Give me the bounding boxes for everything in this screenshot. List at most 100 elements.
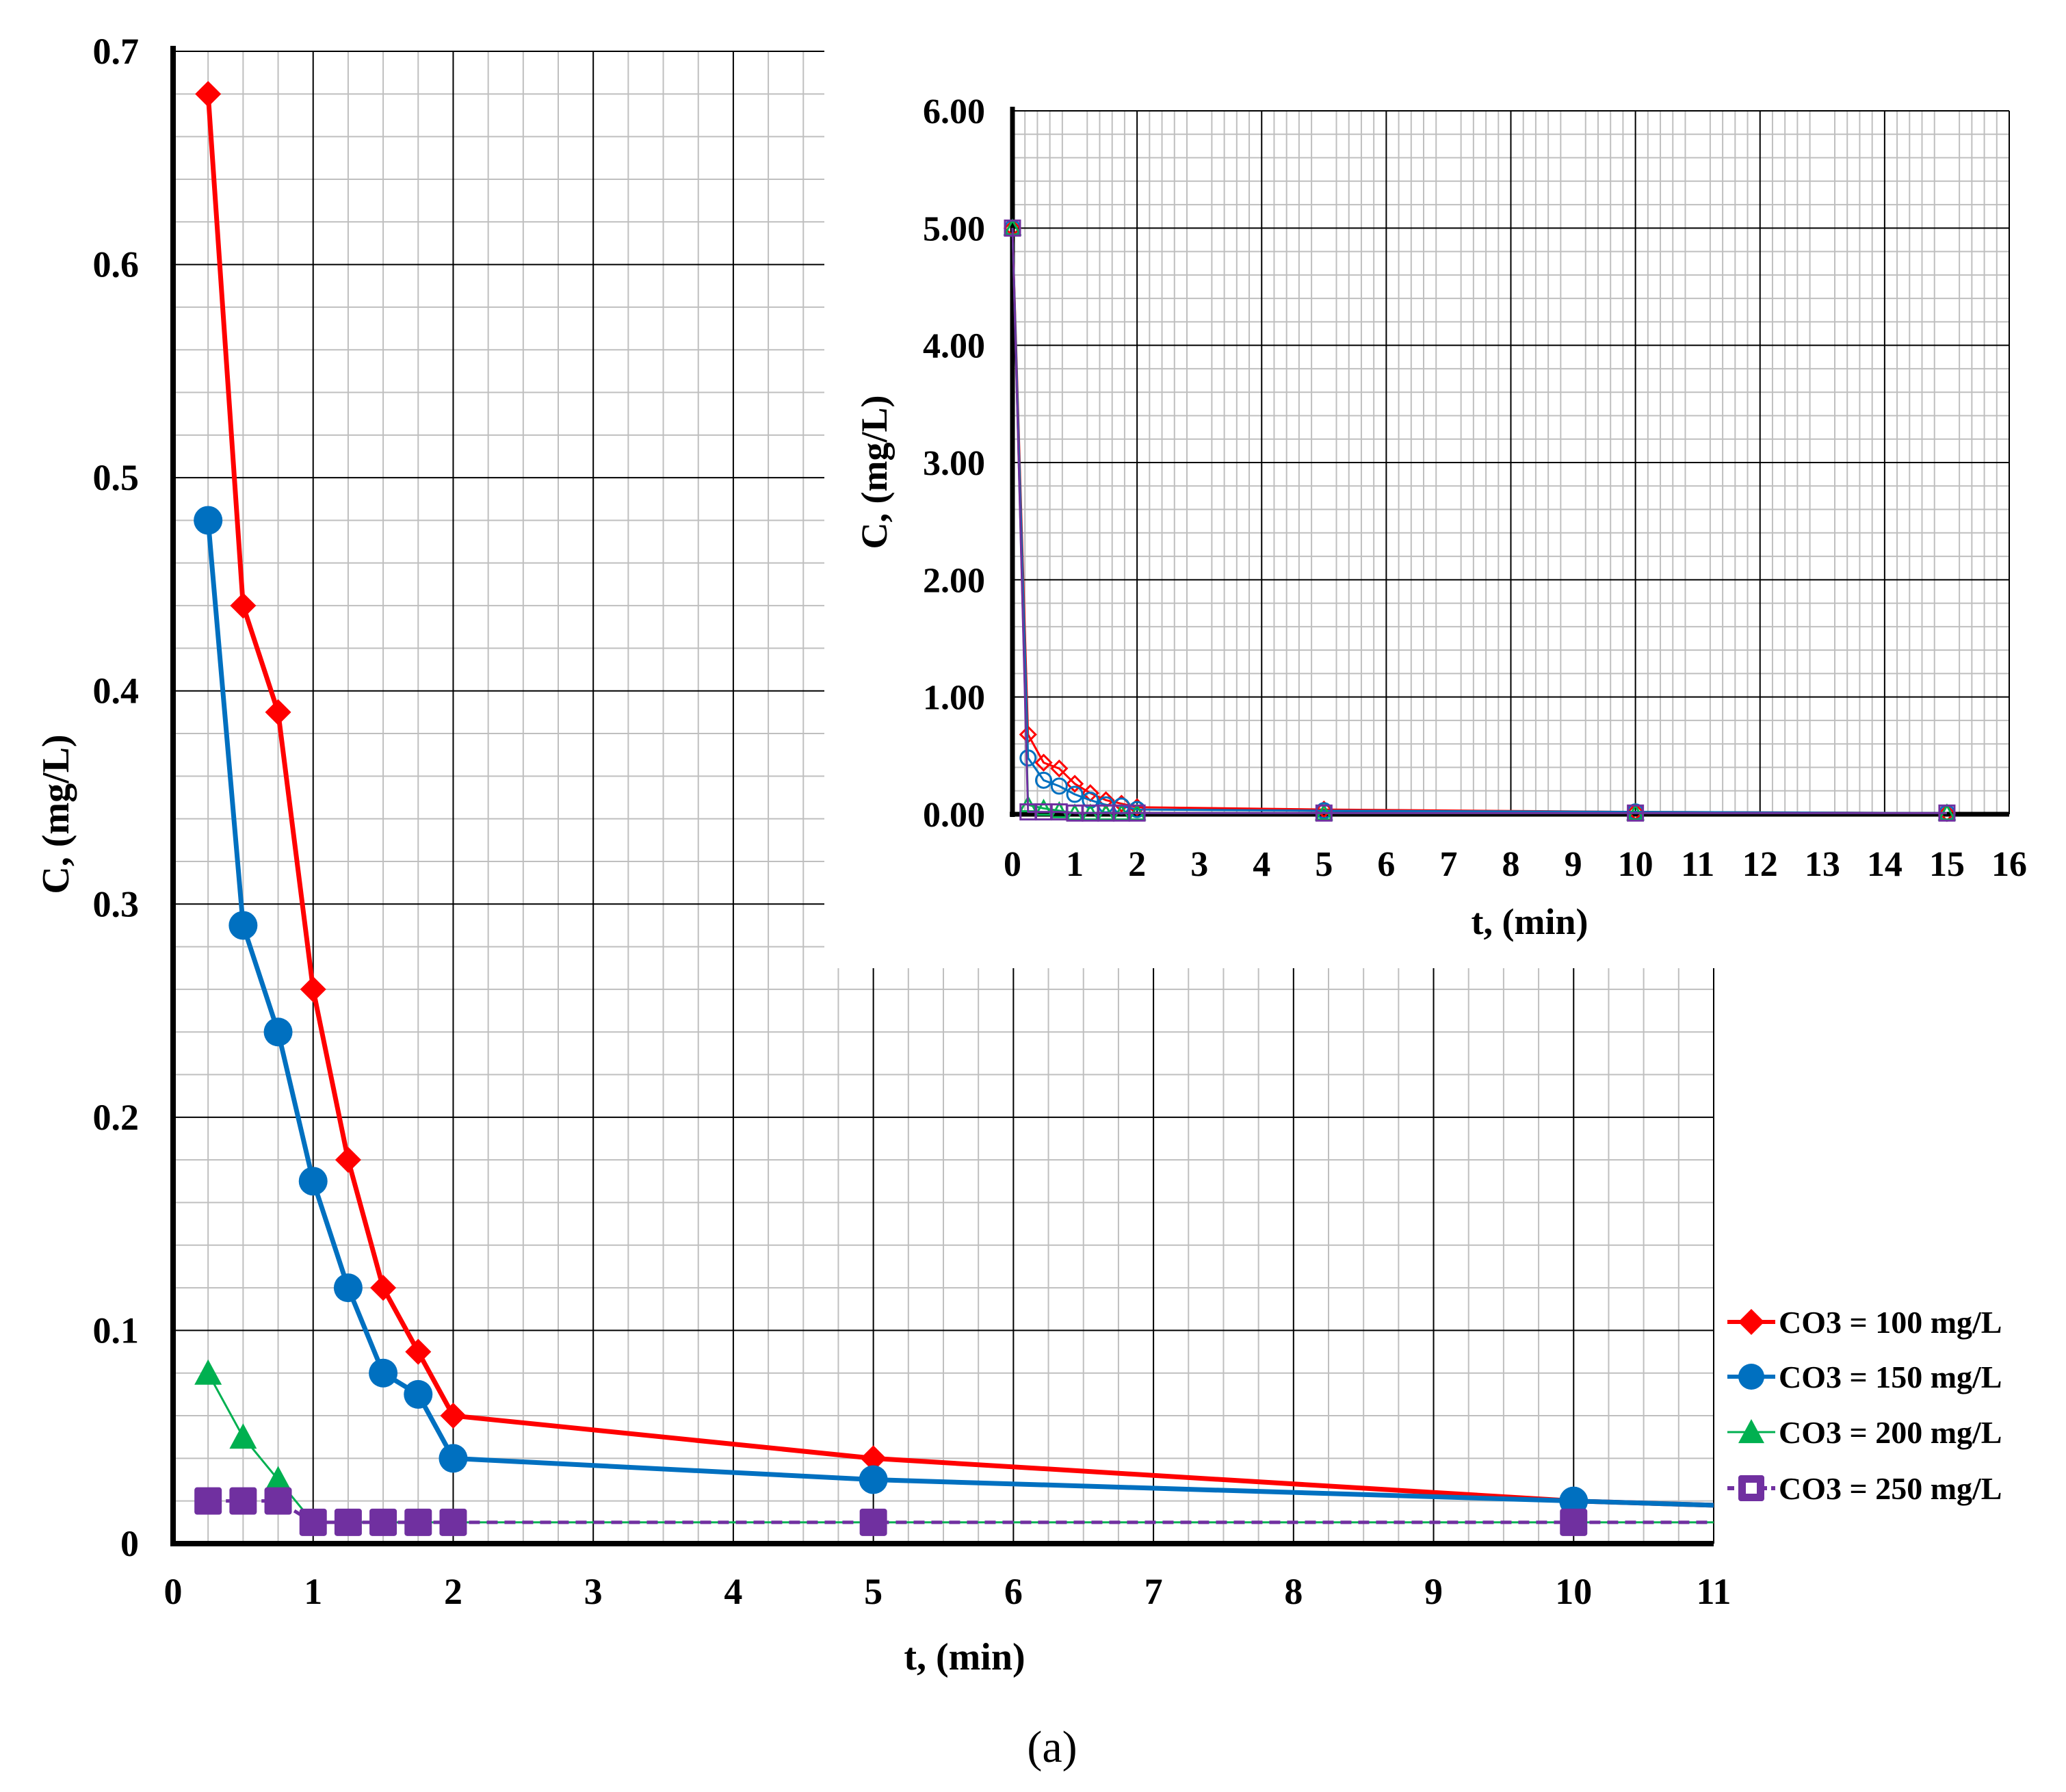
inset-data-point xyxy=(1050,777,1068,795)
main-data-point xyxy=(439,1508,467,1536)
main-y-axis-title: C, (mg/L) xyxy=(35,734,77,894)
main-data-point xyxy=(334,1508,362,1536)
inset-y-tick-label: 1.00 xyxy=(923,679,985,718)
main-x-tick-label: 11 xyxy=(1696,1571,1731,1612)
inset-data-point xyxy=(1066,785,1084,803)
inset-x-tick-label: 10 xyxy=(1618,845,1653,884)
main-data-point xyxy=(298,1167,328,1196)
inset-data-point xyxy=(1315,804,1333,822)
main-y-tick-label: 0.6 xyxy=(93,244,140,285)
main-data-point xyxy=(263,1017,293,1047)
inset-x-tick-label: 7 xyxy=(1439,845,1457,884)
legend-label: CO3 = 100 mg/L xyxy=(1779,1305,2002,1340)
inset-y-tick-label: 0.00 xyxy=(923,796,985,835)
legend-entry: CO3 = 250 mg/L xyxy=(1727,1471,2002,1506)
inset-data-point xyxy=(1035,771,1053,789)
legend-entry: CO3 = 200 mg/L xyxy=(1727,1415,2002,1450)
main-y-tick-label: 0.5 xyxy=(93,457,140,498)
main-data-point xyxy=(404,1508,432,1536)
legend-label: CO3 = 200 mg/L xyxy=(1779,1415,2002,1450)
main-data-point xyxy=(1559,1486,1588,1516)
main-data-point xyxy=(299,1508,327,1536)
legend-marker xyxy=(1738,1364,1764,1390)
main-x-tick-label: 5 xyxy=(864,1571,882,1612)
inset-data-point xyxy=(1034,798,1054,816)
main-x-tick-label: 0 xyxy=(164,1571,183,1612)
legend-marker-center xyxy=(1746,1483,1757,1494)
main-x-tick-label: 6 xyxy=(1004,1571,1023,1612)
main-data-point xyxy=(440,1403,467,1429)
main-data-point xyxy=(859,1508,887,1536)
main-data-point xyxy=(1560,1508,1588,1536)
inset-x-tick-label: 5 xyxy=(1315,845,1333,884)
inset-data-point xyxy=(1019,749,1037,767)
main-data-point xyxy=(229,1423,257,1449)
legend-label: CO3 = 150 mg/L xyxy=(1779,1360,2002,1394)
inset-x-tick-label: 14 xyxy=(1867,845,1902,884)
main-x-tick-label: 9 xyxy=(1424,1571,1443,1612)
main-data-point xyxy=(194,1487,222,1515)
inset-y-tick-label: 6.00 xyxy=(923,92,985,131)
main-x-tick-label: 4 xyxy=(724,1571,742,1612)
inset-x-tick-label: 9 xyxy=(1565,845,1582,884)
main-x-axis-title: t, (min) xyxy=(904,1636,1025,1678)
inset-data-point xyxy=(1034,753,1053,772)
inset-data-point xyxy=(1128,804,1146,822)
inset-y-tick-label: 2.00 xyxy=(923,561,985,600)
inset-data-point xyxy=(1938,804,1956,822)
main-series xyxy=(194,1487,1714,1536)
main-data-point xyxy=(195,81,222,107)
inset-x-tick-label: 3 xyxy=(1190,845,1208,884)
main-x-tick-label: 10 xyxy=(1555,1571,1592,1612)
main-data-point xyxy=(228,911,258,940)
main-data-point xyxy=(265,699,291,725)
main-x-tick-label: 2 xyxy=(444,1571,462,1612)
inset-data-point xyxy=(1315,801,1333,819)
main-series xyxy=(194,506,1714,1516)
inset-data-point xyxy=(1049,801,1069,818)
main-x-tick-label: 7 xyxy=(1145,1571,1163,1612)
main-data-point xyxy=(300,976,326,1002)
inset-y-tick-label: 5.00 xyxy=(923,209,985,248)
inset-grid xyxy=(1012,110,2010,814)
inset-x-tick-label: 15 xyxy=(1929,845,1965,884)
inset-x-tick-label: 0 xyxy=(1004,845,1021,884)
legend-marker xyxy=(1738,1309,1764,1335)
main-data-point xyxy=(370,1275,397,1301)
legend-label: CO3 = 250 mg/L xyxy=(1779,1471,2002,1506)
inset-series xyxy=(1004,219,1956,822)
main-y-tick-label: 0.4 xyxy=(93,671,140,712)
inset-x-tick-label: 1 xyxy=(1066,845,1084,884)
legend-marker xyxy=(1738,1419,1764,1444)
main-data-point xyxy=(439,1444,468,1473)
main-data-point xyxy=(335,1147,361,1173)
main-data-point xyxy=(369,1358,398,1388)
inset-data-point xyxy=(1627,804,1645,822)
main-data-point xyxy=(264,1466,292,1492)
inset-data-point xyxy=(1050,759,1069,778)
main-y-tick-label: 0 xyxy=(120,1523,139,1564)
main-data-point xyxy=(230,593,257,619)
main-y-tick-label: 0.1 xyxy=(93,1310,140,1351)
inset-x-tick-label: 16 xyxy=(1991,845,2027,884)
main-data-point xyxy=(404,1379,433,1409)
main-x-tick-label: 8 xyxy=(1284,1571,1303,1612)
inset-data-point xyxy=(1065,775,1084,793)
main-data-point xyxy=(194,1359,222,1385)
main-data-point xyxy=(405,1338,432,1365)
main-data-point xyxy=(369,1508,397,1536)
main-y-tick-label: 0.7 xyxy=(93,31,140,72)
inset-data-point xyxy=(1004,219,1021,237)
main-y-tick-label: 0.2 xyxy=(93,1097,140,1138)
main-data-point xyxy=(859,1465,888,1494)
inset-x-tick-label: 8 xyxy=(1502,845,1520,884)
main-data-point xyxy=(333,1273,363,1303)
legend: CO3 = 100 mg/L CO3 = 150 mg/L CO3 = 200 mg… xyxy=(1727,1305,2002,1506)
inset-x-tick-label: 4 xyxy=(1253,845,1270,884)
legend-entry: CO3 = 150 mg/L xyxy=(1727,1360,2002,1394)
inset-y-axis-title: C, (mg/L) xyxy=(854,395,895,549)
main-x-tick-label: 1 xyxy=(304,1571,322,1612)
main-data-point xyxy=(264,1487,292,1515)
main-data-point xyxy=(194,506,223,535)
